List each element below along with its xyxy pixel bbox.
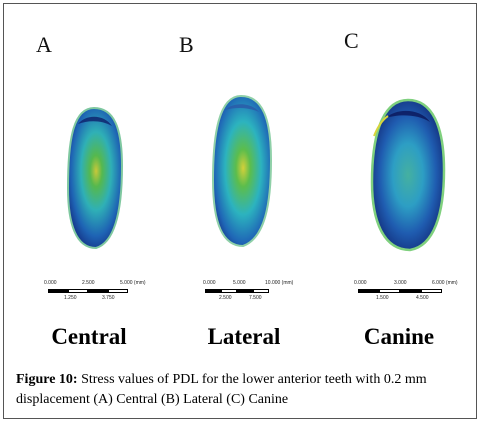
scale-label: 1.250 xyxy=(64,295,77,301)
scale-segment xyxy=(221,289,237,293)
scale-label: 3.750 xyxy=(102,295,115,301)
scale-label: 10.000 (mm) xyxy=(265,280,294,286)
scale-label: 5.000 xyxy=(233,280,246,286)
scale-segment xyxy=(253,289,269,293)
scale-segment xyxy=(237,289,253,293)
scale-label: 7.500 xyxy=(249,295,262,301)
scale-bar-canine: 0.000 3.000 6.000 (mm) 1.500 4.500 xyxy=(354,280,464,310)
scale-label: 6.000 (mm) xyxy=(432,280,458,286)
scale-segment xyxy=(358,289,379,293)
tooth-canine-stress-map xyxy=(370,98,446,252)
figure-caption-label: Figure 10: xyxy=(16,372,78,387)
scale-segment xyxy=(48,289,68,293)
scale-label: 5.000 (mm) xyxy=(120,280,146,286)
scale-segment xyxy=(88,289,108,293)
tooth-lateral-stress-map xyxy=(211,94,273,248)
panel-label-a: A xyxy=(36,32,52,57)
figure-caption: Figure 10: Stress values of PDL for the … xyxy=(16,370,468,410)
figure-caption-text: Stress values of PDL for the lower anter… xyxy=(16,372,427,407)
scale-label: 3.000 xyxy=(394,280,407,286)
panel-canine: C 0.000 3.000 6.000 (mm) 1.500 xyxy=(324,4,474,364)
scale-bar-lateral: 0.000 5.000 10.000 (mm) 2.500 7.500 xyxy=(203,280,303,310)
scale-label: 4.500 xyxy=(416,295,429,301)
scale-segment xyxy=(400,289,421,293)
scale-segment xyxy=(68,289,88,293)
panel-label-b: B xyxy=(179,32,194,57)
figure-frame: A 0.000 2.500 5.000 (mm) 1.250 xyxy=(3,3,477,419)
scale-label: 0.000 xyxy=(203,280,216,286)
scale-label: 0.000 xyxy=(44,280,57,286)
panel-central: A 0.000 2.500 5.000 (mm) 1.250 xyxy=(14,4,164,364)
panel-label-c: C xyxy=(344,28,359,53)
scale-segment xyxy=(379,289,400,293)
scale-label: 2.500 xyxy=(219,295,232,301)
tooth-label-lateral: Lateral xyxy=(207,324,281,349)
scale-segment xyxy=(421,289,442,293)
scale-segment xyxy=(205,289,221,293)
tooth-label-canine: Canine xyxy=(363,324,435,349)
tooth-label-central: Central xyxy=(51,324,127,349)
scale-label: 0.000 xyxy=(354,280,367,286)
scale-label: 2.500 xyxy=(82,280,95,286)
scale-bar-central: 0.000 2.500 5.000 (mm) 1.250 3.750 xyxy=(44,280,154,310)
panel-lateral: B 0.000 5.000 10.000 (mm) 2.500 xyxy=(169,4,319,364)
tooth-central-stress-map xyxy=(66,106,124,250)
scale-label: 1.500 xyxy=(376,295,389,301)
scale-segment xyxy=(108,289,128,293)
